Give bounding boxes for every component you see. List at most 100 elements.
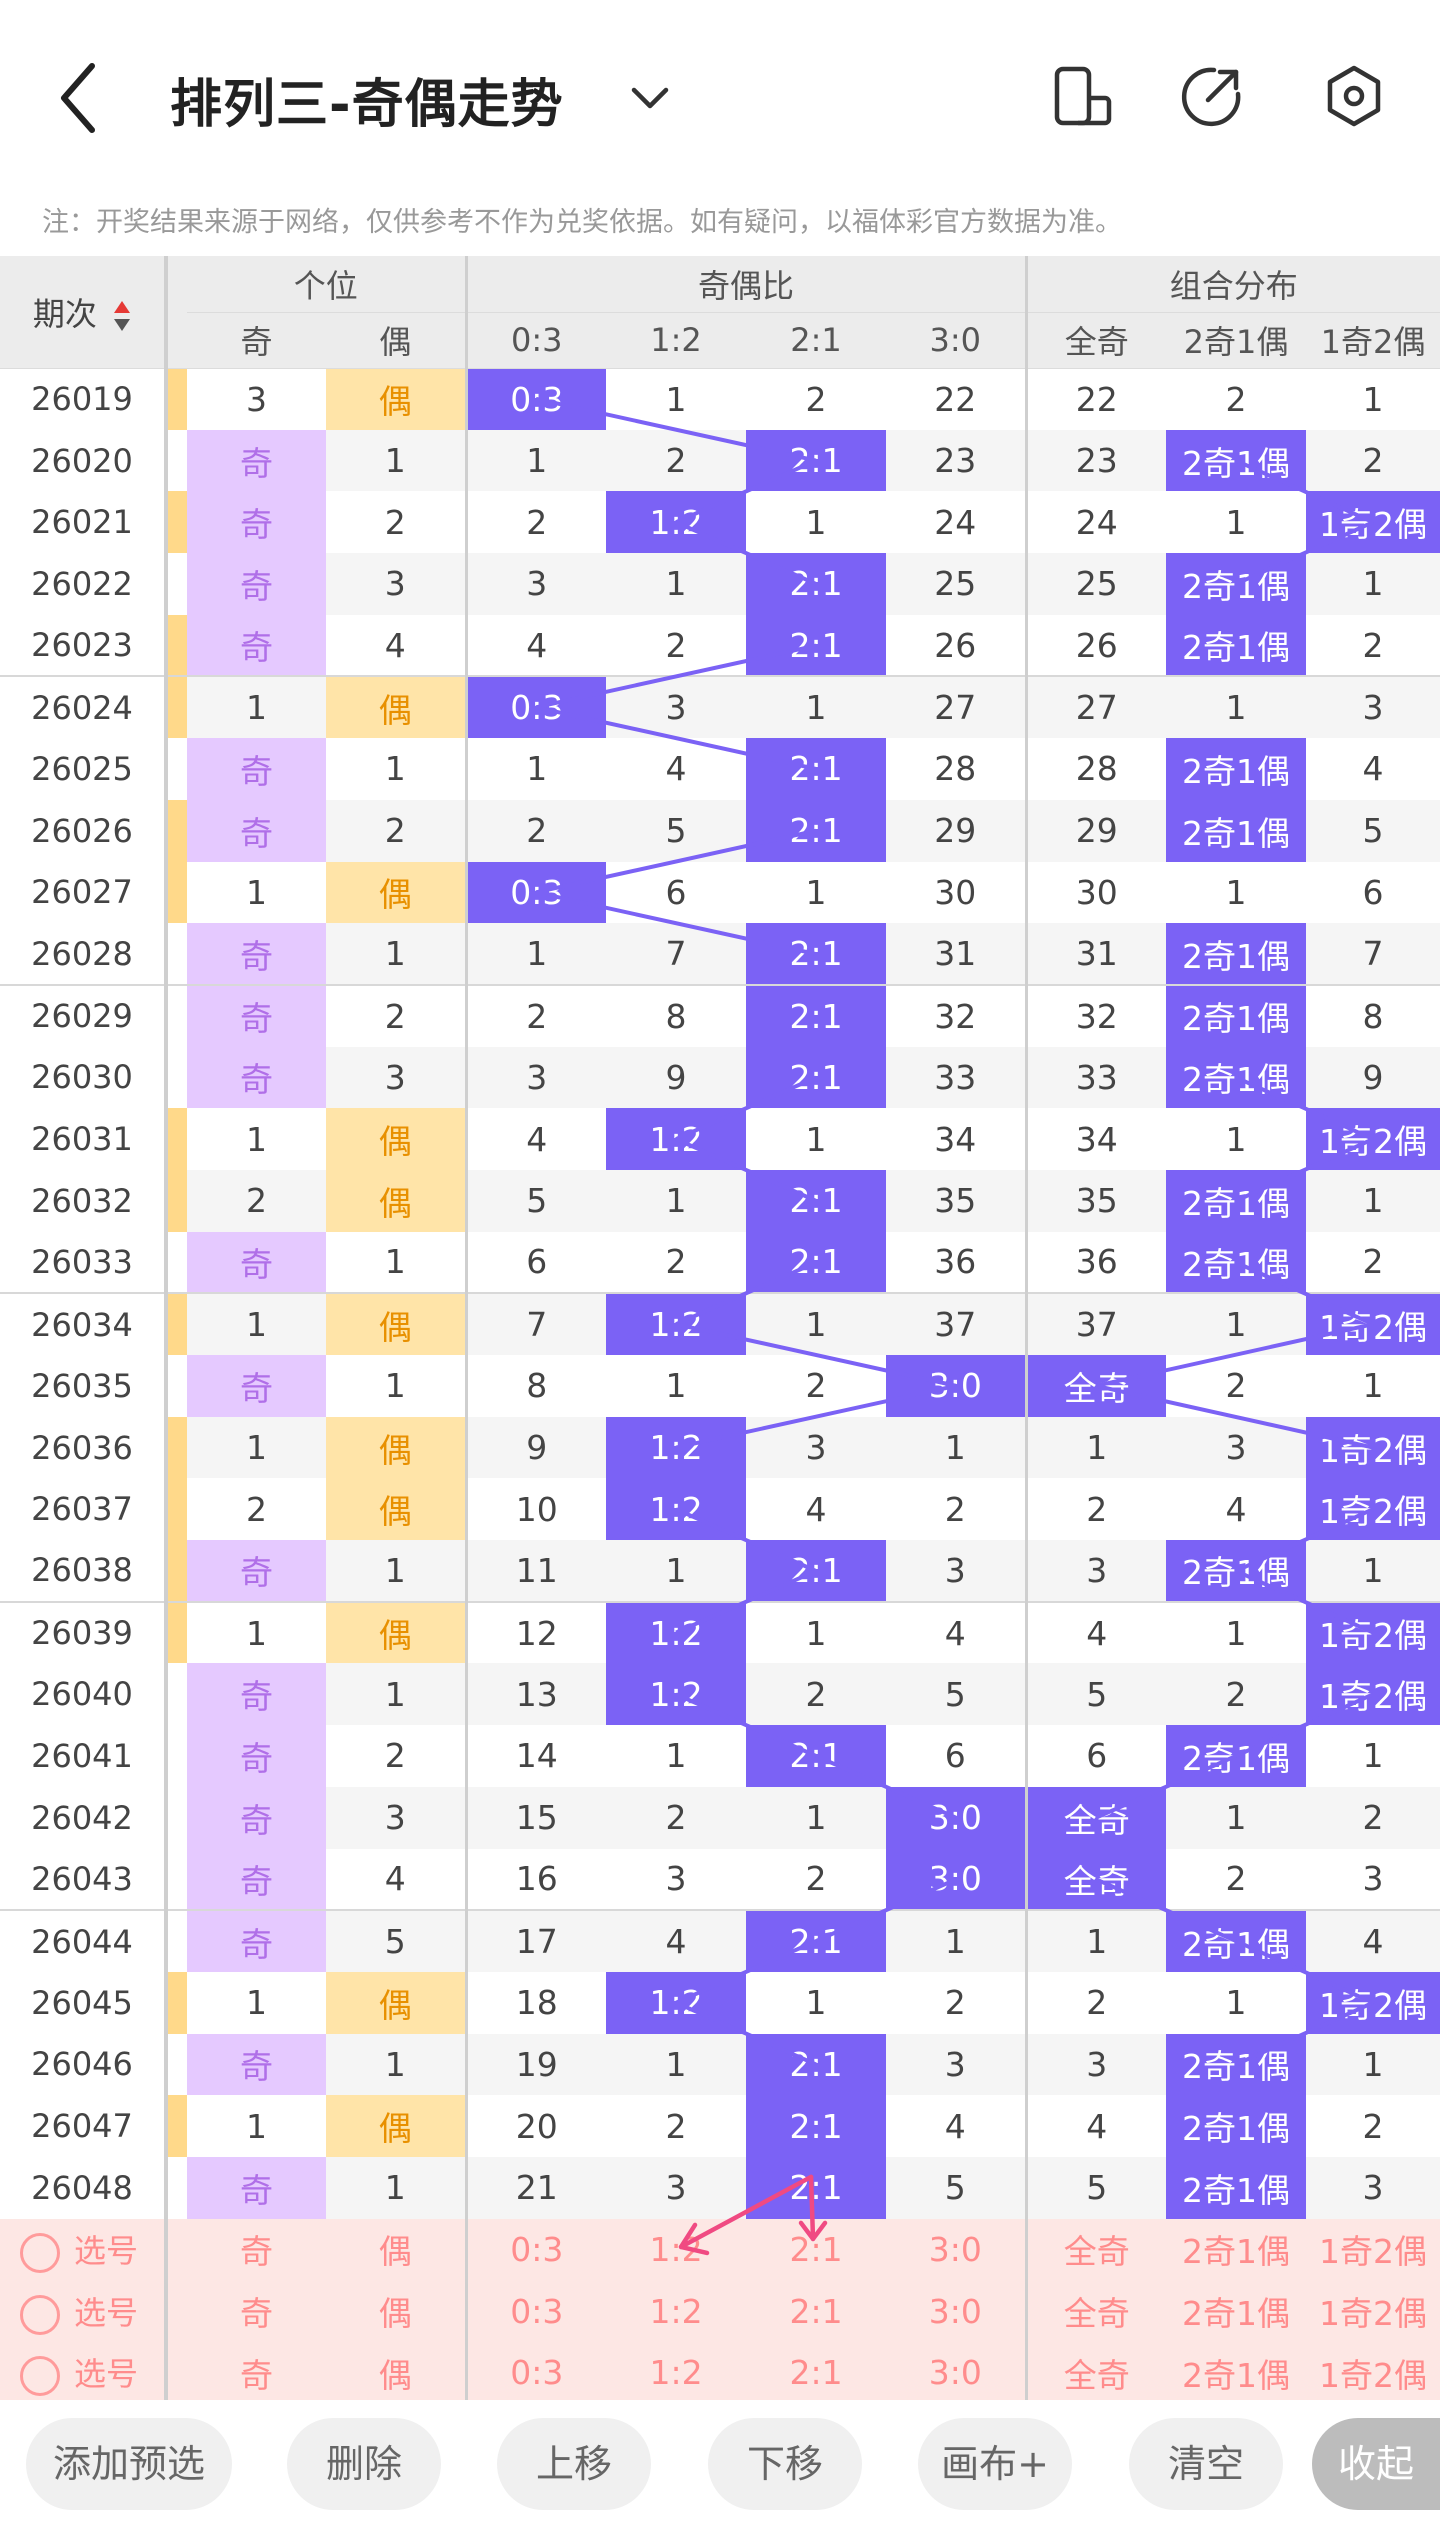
select-option[interactable]: 1奇2偶: [1306, 2280, 1440, 2342]
unit-cell: 奇: [187, 799, 326, 862]
combo-cell: 3: [1306, 676, 1440, 739]
row-marker: [164, 1848, 187, 1912]
ratio-cell: 1: [746, 1786, 887, 1849]
ratio-cell: 5: [606, 799, 747, 862]
collapse-button[interactable]: 收起: [1312, 2418, 1440, 2510]
select-option[interactable]: 全奇: [1024, 2280, 1167, 2342]
select-option[interactable]: 奇: [187, 2218, 326, 2281]
combo-cell: 1: [1166, 676, 1307, 739]
select-option[interactable]: 1奇2偶: [1306, 2342, 1440, 2404]
unit-cell: 4: [326, 614, 467, 678]
settings-icon[interactable]: [1320, 62, 1388, 130]
unit-cell: 1: [246, 2106, 267, 2146]
issue-cell: 26024: [0, 676, 166, 739]
ratio-cell: 2: [805, 1366, 827, 1406]
clear-button[interactable]: 清空: [1129, 2418, 1283, 2510]
canvas-button[interactable]: 画布+: [918, 2418, 1072, 2510]
column-header-issue[interactable]: 期次: [0, 256, 166, 369]
unit-cell: 1: [326, 2033, 467, 2096]
issue-cell: 26038: [0, 1540, 166, 1603]
ratio-cell: 8: [464, 1355, 607, 1417]
share-icon[interactable]: [1178, 62, 1246, 130]
table-row: 26040 奇 1 13 1:2 2 5 5 2 1奇2偶: [0, 1663, 1440, 1726]
combo-cell: 2: [1225, 1366, 1247, 1406]
select-option[interactable]: 2:1: [746, 2280, 887, 2342]
unit-cell: 1: [246, 1613, 267, 1653]
combo-cell: 1: [1362, 1366, 1384, 1406]
issue-cell: 26029: [31, 997, 133, 1036]
select-option[interactable]: 2奇1偶: [1166, 2280, 1307, 2342]
select-toggle[interactable]: 选号: [0, 2280, 166, 2342]
select-option[interactable]: 偶: [326, 2218, 467, 2281]
select-option[interactable]: 偶: [326, 2280, 467, 2342]
unit-cell: 1: [246, 1983, 267, 2023]
back-arrow-icon[interactable]: [50, 58, 110, 138]
combo-cell: 1奇2偶: [1306, 1416, 1440, 1479]
ratio-cell: 4: [944, 2106, 966, 2146]
combo-cell: 1奇2偶: [1306, 1293, 1440, 1355]
ratio-cell: 3:0: [886, 1355, 1027, 1417]
select-toggle[interactable]: 选号: [0, 2218, 166, 2281]
ratio-cell: 2: [944, 1983, 966, 2023]
radio-circle-icon[interactable]: [20, 2356, 60, 2397]
combo-cell: 6: [1362, 872, 1384, 912]
select-option[interactable]: 2:1: [746, 2218, 887, 2281]
group-header-ratio: 奇偶比: [464, 256, 1027, 313]
ratio-cell: 9: [606, 1046, 747, 1109]
row-marker: [164, 1478, 187, 1541]
move-down-button[interactable]: 下移: [708, 2418, 862, 2510]
select-option[interactable]: 0:3: [464, 2280, 607, 2342]
sort-icon[interactable]: [113, 299, 131, 333]
select-option[interactable]: 全奇: [1024, 2218, 1167, 2281]
row-marker: [164, 2033, 187, 2096]
combo-cell: 34: [1024, 1108, 1167, 1170]
select-option[interactable]: 2奇1偶: [1166, 2342, 1307, 2404]
ratio-cell: 1: [805, 502, 827, 542]
issue-cell: 26046: [0, 2033, 166, 2096]
select-option[interactable]: 全奇: [1024, 2342, 1167, 2404]
ratio-cell: 1: [665, 379, 687, 419]
chevron-down-icon[interactable]: [628, 80, 672, 116]
select-option[interactable]: 奇: [187, 2342, 326, 2404]
ratio-cell: 2:1: [746, 1046, 887, 1109]
move-up-button[interactable]: 上移: [497, 2418, 651, 2510]
radio-circle-icon[interactable]: [20, 2232, 60, 2273]
select-option[interactable]: 3:0: [886, 2218, 1027, 2281]
select-option[interactable]: 2奇1偶: [1166, 2218, 1307, 2281]
ratio-cell: 2:1: [746, 2156, 887, 2219]
select-option[interactable]: 0:3: [464, 2218, 607, 2281]
select-option[interactable]: 2:1: [746, 2342, 887, 2404]
select-option[interactable]: 1:2: [606, 2280, 747, 2342]
select-option[interactable]: 0:3: [464, 2342, 607, 2404]
ratio-cell: 2: [606, 429, 747, 492]
delete-button[interactable]: 删除: [287, 2418, 441, 2510]
select-option[interactable]: 3:0: [886, 2342, 1027, 2404]
combo-cell: 全奇: [1024, 1355, 1167, 1417]
table-row: 26024 1 偶 0:3 3 1 27 27 1 3: [0, 676, 1440, 739]
ratio-cell: 5: [886, 2156, 1027, 2219]
select-option[interactable]: 偶: [326, 2342, 467, 2404]
ratio-cell: 13: [464, 1663, 607, 1726]
select-option[interactable]: 1:2: [606, 2218, 747, 2281]
row-marker: [164, 923, 187, 986]
page-title[interactable]: 排列三-奇偶走势: [170, 75, 564, 135]
combo-cell: 2奇1偶: [1166, 923, 1307, 986]
ratio-cell: 6: [464, 1231, 607, 1295]
select-option[interactable]: 1:2: [606, 2342, 747, 2404]
select-option[interactable]: 1奇2偶: [1306, 2218, 1440, 2281]
select-toggle[interactable]: 选号: [0, 2342, 166, 2404]
ratio-cell: 14: [464, 1725, 607, 1787]
phone-rotate-icon[interactable]: [1048, 62, 1116, 130]
ratio-cell: 3:0: [886, 1786, 1027, 1849]
add-preselect-button[interactable]: 添加预选: [26, 2418, 232, 2510]
radio-circle-icon[interactable]: [20, 2294, 60, 2335]
combo-cell: 5: [1024, 2156, 1167, 2219]
combo-cell: 27: [1024, 676, 1167, 739]
ratio-cell: 1:2: [606, 1478, 747, 1541]
combo-cell: 2奇1偶: [1166, 2095, 1307, 2157]
select-option[interactable]: 奇: [187, 2280, 326, 2342]
combo-cell: 24: [1024, 491, 1167, 554]
unit-cell: 奇: [187, 1725, 326, 1787]
unit-cell: 1: [384, 749, 406, 789]
select-option[interactable]: 3:0: [886, 2280, 1027, 2342]
